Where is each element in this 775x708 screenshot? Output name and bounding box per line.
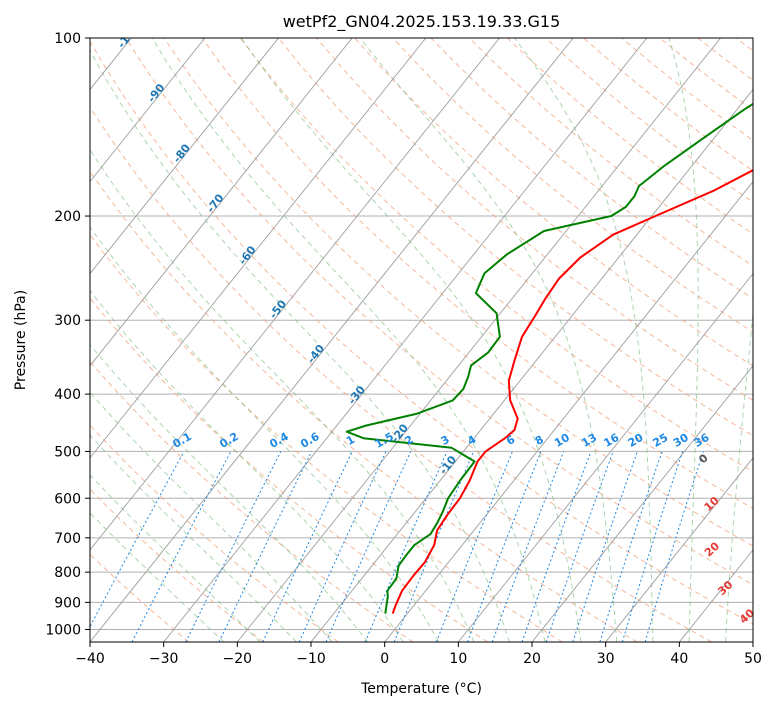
x-tick-label: −30 xyxy=(149,651,179,667)
isotherm-line xyxy=(90,38,279,275)
dry-adiabat-line xyxy=(90,170,638,642)
isotherm-line xyxy=(163,38,648,642)
isotherm-line xyxy=(605,457,753,642)
moist-adiabat-line xyxy=(90,434,297,642)
moist-adiabat-line xyxy=(90,391,333,642)
mixing-ratio-line xyxy=(218,451,313,642)
mixing-ratio-line xyxy=(644,451,704,642)
temperature-profile-line xyxy=(391,169,753,614)
mixing-ratio-line xyxy=(298,451,387,642)
moist-adiabat-line xyxy=(90,226,440,642)
isotherm-line xyxy=(90,38,206,183)
dry-adiabat-line xyxy=(90,488,264,642)
dry-adiabat-line xyxy=(392,38,753,333)
x-tick-label: 30 xyxy=(597,651,615,667)
profile-series xyxy=(345,102,753,614)
x-axis-ticks: −40 −30 −20 −10 0 10 20 30 40 50 xyxy=(75,642,762,667)
isotherm-line xyxy=(90,38,500,551)
mixing-ratio-line xyxy=(621,451,684,642)
moist-adiabat-line xyxy=(514,38,654,642)
y-tick-label: 200 xyxy=(54,209,81,225)
x-axis-label: Temperature (°C) xyxy=(360,681,482,697)
isotherm-line xyxy=(384,180,753,642)
mixing-ratio-line xyxy=(521,451,592,642)
isotherm-line xyxy=(90,38,574,642)
x-tick-label: 10 xyxy=(449,651,467,667)
mixing-ratio-line xyxy=(599,451,663,642)
dry-adiabat-line xyxy=(201,38,753,510)
dry-adiabat-line xyxy=(278,38,753,437)
moist-adiabat-line xyxy=(90,512,225,642)
moist-adiabat-line xyxy=(151,38,546,642)
moist-adiabat-line xyxy=(668,38,699,642)
y-tick-label: 400 xyxy=(54,387,81,403)
x-tick-label: 0 xyxy=(380,651,389,667)
isotherm-line xyxy=(236,38,721,642)
y-tick-label: 600 xyxy=(54,491,81,507)
dry-adiabat-line xyxy=(90,234,563,642)
y-tick-label: 800 xyxy=(54,565,81,581)
isotherm-lines xyxy=(90,38,753,642)
moist-adiabat-line xyxy=(90,148,475,642)
x-tick-label: 20 xyxy=(523,651,541,667)
moist-adiabat-line xyxy=(359,38,618,642)
y-tick-label: 500 xyxy=(54,444,81,460)
moist-adiabat-line xyxy=(90,289,404,642)
moist-adiabat-line xyxy=(240,38,582,642)
x-tick-label: 50 xyxy=(744,651,762,667)
dewpoint-profile-line xyxy=(345,102,753,614)
y-axis-ticks: 100 200 300 400 500 600 700 800 900 1000 xyxy=(45,31,90,638)
y-tick-label: 100 xyxy=(54,31,81,47)
dry-adiabat-line xyxy=(90,424,339,642)
isotherm-line xyxy=(531,365,753,642)
dry-adiabat-line xyxy=(90,40,753,625)
moist-adiabat-line xyxy=(725,308,753,642)
y-tick-label: 900 xyxy=(54,595,81,611)
moist-adiabat-lines xyxy=(90,38,753,642)
mixing-ratio-line xyxy=(90,451,185,628)
mixing-ratio-line xyxy=(572,451,638,642)
isotherm-line xyxy=(310,88,753,642)
mixing-ratio-line xyxy=(185,451,282,642)
plot-area: 0.10.20.40.611.52346810131620253036-100-… xyxy=(90,38,753,642)
y-tick-label: 300 xyxy=(54,313,81,329)
isotherm-line xyxy=(90,38,427,459)
mixing-ratio-line xyxy=(393,451,475,642)
mixing-ratio-line xyxy=(545,451,614,642)
moist-adiabat-line xyxy=(90,49,510,642)
mixing-ratio-line xyxy=(467,451,542,642)
dry-adiabat-line xyxy=(90,553,190,642)
mixing-ratio-lines xyxy=(90,451,704,642)
isotherm-line xyxy=(90,38,353,367)
y-tick-label: 700 xyxy=(54,531,81,547)
y-axis-label: Pressure (hPa) xyxy=(13,290,29,390)
moist-adiabat-line xyxy=(90,474,261,642)
mixing-ratio-line xyxy=(262,451,353,642)
isotherm-line xyxy=(457,272,753,642)
x-tick-label: −20 xyxy=(223,651,253,667)
x-tick-label: 40 xyxy=(670,651,688,667)
y-tick-label: 1000 xyxy=(45,622,81,638)
dry-adiabat-line xyxy=(163,38,753,547)
dry-adiabat-line xyxy=(90,297,488,642)
dry-adiabat-line xyxy=(316,38,753,401)
chart-title: wetPf2_GN04.2025.153.19.33.G15 xyxy=(283,12,561,32)
mixing-ratio-line xyxy=(435,451,513,642)
plot-frame xyxy=(89,37,754,643)
x-tick-label: −10 xyxy=(296,651,326,667)
x-tick-label: −40 xyxy=(75,651,105,667)
